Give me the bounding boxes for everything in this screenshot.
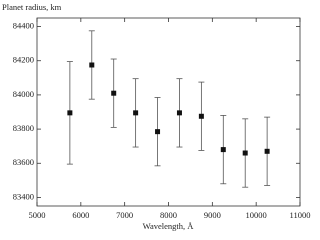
point <box>133 110 139 116</box>
x-tick-label: 6000 <box>72 210 89 220</box>
point <box>67 110 73 116</box>
point <box>111 90 117 96</box>
y-tick-label: 83800 <box>13 123 34 133</box>
x-tick-label: 9000 <box>204 210 221 220</box>
point <box>89 62 95 68</box>
x-tick-label: 5000 <box>29 210 46 220</box>
point <box>155 129 161 135</box>
y-tick-label: 84000 <box>13 89 34 99</box>
x-tick-label: 7000 <box>116 210 133 220</box>
x-tick-label: 10000 <box>246 210 267 220</box>
y-tick-label: 83400 <box>13 191 34 201</box>
y-tick-label: 83600 <box>13 157 34 167</box>
point <box>198 113 204 119</box>
y-axis-label: Planet radius, km <box>2 2 62 12</box>
y-tick-label: 84400 <box>13 20 34 30</box>
y-tick-label: 84200 <box>13 55 34 65</box>
x-tick-label: 11000 <box>290 210 311 220</box>
point <box>242 150 248 156</box>
x-tick-label: 8000 <box>160 210 177 220</box>
chart: Planet radius, km Wavelength, Å 83400 836… <box>2 2 311 231</box>
plot-frame <box>36 17 301 207</box>
point <box>264 148 270 154</box>
x-axis-label: Wavelength, Å <box>143 221 195 231</box>
point <box>220 147 226 153</box>
point <box>176 110 182 116</box>
